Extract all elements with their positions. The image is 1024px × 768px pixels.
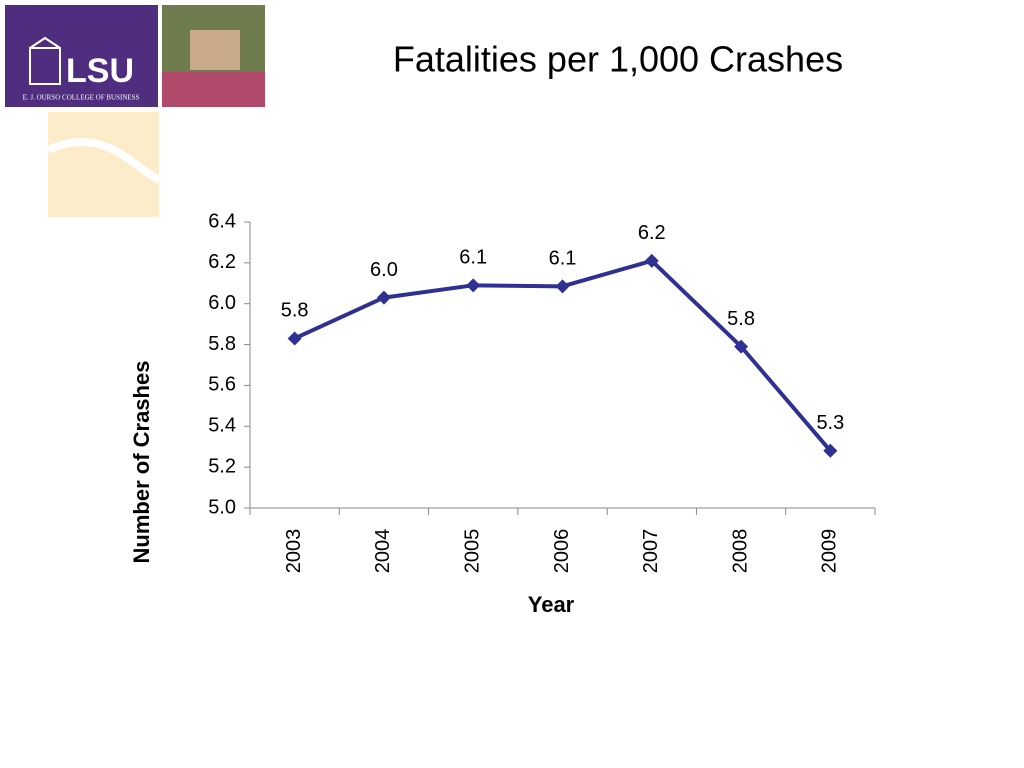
photo-flowers	[162, 72, 265, 107]
marker	[287, 331, 302, 346]
marker	[376, 290, 391, 305]
x-tick-label: 2008	[729, 529, 751, 574]
marker	[734, 339, 749, 354]
y-axis-title: Number of Crashes	[129, 361, 154, 564]
logo-icon	[29, 47, 61, 85]
y-tick-label: 5.6	[208, 374, 236, 396]
x-tick-label: 2009	[819, 529, 841, 574]
data-label: 6.2	[638, 222, 666, 244]
x-tick-label: 2004	[372, 529, 394, 574]
y-tick-label: 5.2	[208, 455, 236, 477]
x-tick-label: 2003	[283, 529, 305, 574]
data-label: 6.0	[370, 259, 398, 281]
marker	[644, 253, 659, 268]
marker	[823, 443, 838, 458]
x-axis-title: Year	[528, 592, 575, 617]
marker	[555, 279, 570, 294]
x-tick-label: 2006	[551, 529, 573, 574]
x-tick-label: 2005	[461, 529, 483, 574]
photo-building	[190, 30, 240, 70]
logo-icon-roof	[29, 36, 61, 49]
y-tick-label: 5.8	[208, 333, 236, 355]
y-tick-label: 6.4	[208, 210, 236, 232]
decor-curve	[46, 138, 161, 184]
y-tick-label: 6.0	[208, 292, 236, 314]
y-tick-label: 6.2	[208, 251, 236, 273]
chart-title: Fatalities per 1,000 Crashes	[393, 39, 843, 80]
logo-name: LSU	[66, 52, 134, 90]
y-tick-label: 5.4	[208, 415, 236, 437]
marker	[466, 278, 481, 293]
x-tick-label: 2007	[640, 529, 662, 574]
y-tick-label: 5.0	[208, 496, 236, 518]
data-label: 6.1	[549, 248, 577, 270]
data-label: 5.3	[816, 412, 844, 434]
logo-subtitle: E. J. OURSO COLLEGE OF BUSINESS	[23, 94, 140, 102]
data-label: 5.8	[281, 300, 309, 322]
data-label: 5.8	[727, 308, 755, 330]
data-label: 6.1	[459, 247, 487, 269]
